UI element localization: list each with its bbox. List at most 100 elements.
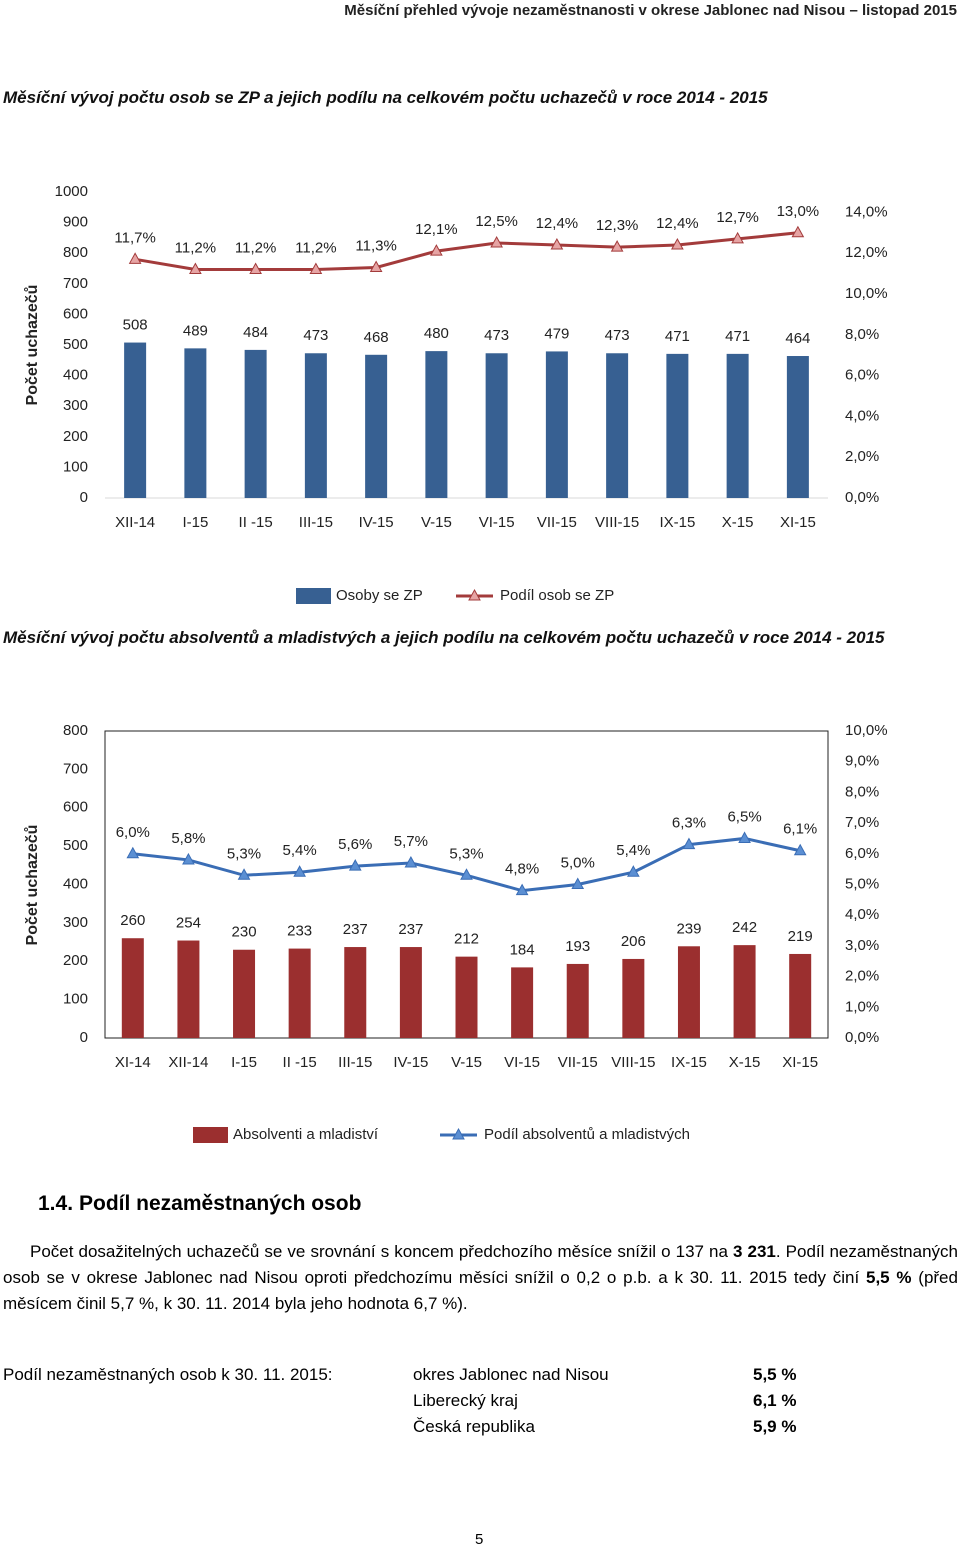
y-tick-label: 0 <box>80 489 88 506</box>
bar-label: 219 <box>788 928 813 945</box>
y-tick-label: 500 <box>63 837 88 854</box>
bar <box>365 354 388 498</box>
line-marker <box>682 837 696 850</box>
line-marker <box>550 238 564 250</box>
line-marker <box>671 238 684 250</box>
y2-tick-label: 9,0% <box>845 753 879 770</box>
bar <box>288 948 311 1038</box>
x-tick-label: I-15 <box>231 1054 257 1071</box>
legend-label: Podíl osob se ZP <box>500 587 614 604</box>
y2-tick-label: 0,0% <box>845 1029 879 1046</box>
line-label: 11,7% <box>114 229 155 246</box>
bar-label: 233 <box>287 923 312 940</box>
y2-tick-label: 2,0% <box>845 968 879 985</box>
bar-label: 260 <box>120 912 145 929</box>
bar <box>177 940 200 1038</box>
line-marker <box>293 865 306 877</box>
bar <box>455 956 478 1038</box>
bar-label: 508 <box>123 317 148 334</box>
table-cell: 5,9 % <box>753 1417 797 1436</box>
x-tick-label: XII-14 <box>115 514 155 531</box>
y2-tick-label: 10,0% <box>845 722 888 739</box>
y2-tick-label: 1,0% <box>845 998 879 1015</box>
y-tick-label: 200 <box>63 428 88 445</box>
line-marker <box>793 843 807 856</box>
bar <box>121 938 144 1038</box>
bar-label: 473 <box>484 327 509 344</box>
line-label: 5,3% <box>449 845 483 862</box>
y-tick-label: 700 <box>63 275 88 292</box>
line-label: 4,8% <box>505 861 539 878</box>
bar-label: 473 <box>605 327 630 344</box>
x-tick-label: V-15 <box>421 514 452 531</box>
bar-label: 184 <box>510 941 535 958</box>
line-label: 13,0% <box>777 203 820 220</box>
bar-label: 242 <box>732 919 757 936</box>
bar <box>606 353 629 498</box>
line-label: 11,2% <box>235 239 276 256</box>
paragraph: Počet dosažitelných uchazečů se ve srovn… <box>3 1239 958 1317</box>
line-label: 5,8% <box>171 830 205 847</box>
y2-tick-label: 5,0% <box>845 875 879 892</box>
bar <box>399 947 422 1038</box>
y2-tick-label: 2,0% <box>845 448 879 465</box>
line-marker <box>460 868 473 880</box>
line-marker <box>731 231 744 244</box>
line-label: 5,4% <box>616 842 650 859</box>
y2-tick-label: 4,0% <box>845 407 879 424</box>
line-label: 11,2% <box>295 239 336 256</box>
line-marker <box>404 855 418 868</box>
line-label: 11,2% <box>175 239 216 256</box>
bar <box>733 945 756 1038</box>
table-cell: Česká republika <box>413 1417 535 1436</box>
line-marker <box>189 262 202 275</box>
x-tick-label: XI-15 <box>780 514 816 531</box>
y-tick-label: 500 <box>63 336 88 353</box>
legend-label: Osoby se ZP <box>336 587 423 604</box>
text: (před měsícem činil 5,7 %, k 30. 11. 201… <box>3 1268 958 1313</box>
legend-marker <box>452 1127 465 1140</box>
bar-label: 468 <box>364 329 389 346</box>
y2-tick-label: 4,0% <box>845 906 879 923</box>
y-tick-label: 400 <box>63 367 88 384</box>
legend-swatch <box>296 588 331 604</box>
bar-label: 206 <box>621 933 646 950</box>
y2-tick-label: 0,0% <box>845 489 879 506</box>
text: Počet dosažitelných uchazečů se ve srovn… <box>30 1242 733 1261</box>
bar <box>666 353 689 498</box>
table-cell: 5,5 % <box>753 1365 797 1384</box>
section-title: Podíl nezaměstnaných osob <box>79 1192 362 1215</box>
line-marker <box>738 831 751 843</box>
x-tick-label: X-15 <box>729 1054 761 1071</box>
y2-tick-label: 7,0% <box>845 814 879 831</box>
x-tick-label: IV-15 <box>393 1054 428 1071</box>
x-tick-label: X-15 <box>722 514 754 531</box>
bar <box>726 353 749 498</box>
line-label: 6,3% <box>672 815 706 832</box>
line-label: 5,0% <box>561 854 595 871</box>
bar-label: 484 <box>243 324 268 341</box>
y2-tick-label: 14,0% <box>845 203 888 220</box>
line-label: 11,3% <box>355 237 396 254</box>
bar <box>304 353 327 498</box>
bar <box>677 946 700 1038</box>
bar <box>485 353 508 498</box>
y2-tick-label: 8,0% <box>845 783 879 800</box>
x-tick-label: IV-15 <box>359 514 394 531</box>
y-tick-label: 400 <box>63 875 88 892</box>
line-marker <box>249 262 262 275</box>
x-tick-label: III-15 <box>338 1054 372 1071</box>
x-tick-label: XI-15 <box>782 1054 818 1071</box>
line-label: 6,1% <box>783 821 817 838</box>
x-tick-label: VI-15 <box>504 1054 540 1071</box>
y-axis-title: Počet uchazečů <box>24 825 41 946</box>
line-marker <box>610 240 624 252</box>
line-marker <box>571 877 585 889</box>
x-tick-label: IX-15 <box>671 1054 707 1071</box>
bar-label: 480 <box>424 325 449 342</box>
y2-tick-label: 6,0% <box>845 845 879 862</box>
y-tick-label: 800 <box>63 244 88 261</box>
bar-label: 237 <box>343 921 368 938</box>
y-tick-label: 100 <box>63 458 88 475</box>
